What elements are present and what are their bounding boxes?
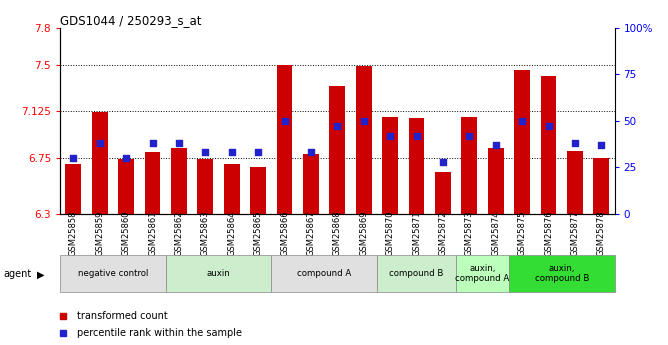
Text: GSM25875: GSM25875 [518, 210, 526, 256]
Bar [593, 158, 609, 214]
Point [359, 118, 369, 124]
Point [490, 142, 501, 148]
Bar [509, 255, 615, 292]
Text: agent: agent [3, 269, 31, 279]
Bar [171, 148, 187, 214]
Bar [377, 255, 456, 292]
Bar [60, 255, 166, 292]
Text: GSM25865: GSM25865 [254, 210, 263, 256]
Bar [118, 159, 134, 214]
Point [174, 140, 184, 146]
Text: GSM25864: GSM25864 [227, 210, 236, 256]
Point [517, 118, 528, 124]
Point [94, 140, 105, 146]
Point [543, 124, 554, 129]
Bar [409, 118, 424, 214]
Bar [92, 112, 108, 214]
Text: GDS1044 / 250293_s_at: GDS1044 / 250293_s_at [60, 14, 202, 27]
Point [385, 133, 395, 138]
Text: GSM25877: GSM25877 [570, 210, 579, 256]
Point [438, 159, 448, 165]
Text: GSM25868: GSM25868 [333, 210, 342, 256]
Point [464, 133, 475, 138]
Bar [540, 76, 556, 214]
Text: GSM25867: GSM25867 [307, 210, 315, 256]
Point [226, 150, 237, 155]
Text: GSM25873: GSM25873 [465, 210, 474, 256]
Text: negative control: negative control [77, 269, 148, 278]
Text: compound A: compound A [297, 269, 351, 278]
Point [147, 140, 158, 146]
Bar [567, 150, 583, 214]
Point [332, 124, 343, 129]
Text: auxin: auxin [206, 269, 230, 278]
Text: ▶: ▶ [37, 269, 44, 279]
Bar [224, 164, 240, 214]
Text: GSM25869: GSM25869 [359, 210, 368, 256]
Text: GSM25871: GSM25871 [412, 210, 421, 256]
Point [305, 150, 316, 155]
Bar [65, 164, 81, 214]
Bar [514, 70, 530, 214]
Bar [166, 255, 271, 292]
Text: GSM25878: GSM25878 [597, 210, 606, 256]
Text: GSM25862: GSM25862 [174, 210, 184, 256]
Bar [250, 167, 266, 214]
Text: GSM25859: GSM25859 [96, 210, 104, 256]
Text: auxin,
compound A: auxin, compound A [456, 264, 510, 283]
Text: GSM25861: GSM25861 [148, 210, 157, 256]
Point [68, 155, 79, 161]
Point [279, 118, 290, 124]
Bar [435, 172, 451, 214]
Bar [462, 117, 477, 214]
Text: transformed count: transformed count [77, 311, 168, 321]
Bar [456, 255, 509, 292]
Point [596, 142, 607, 148]
Bar [303, 154, 319, 214]
Text: compound B: compound B [389, 269, 444, 278]
Bar [144, 152, 160, 214]
Bar [329, 86, 345, 214]
Bar [198, 159, 213, 214]
Bar [277, 65, 293, 214]
Text: GSM25866: GSM25866 [280, 210, 289, 256]
Bar [488, 148, 504, 214]
Text: percentile rank within the sample: percentile rank within the sample [77, 328, 242, 338]
Point [253, 150, 263, 155]
Text: GSM25863: GSM25863 [201, 210, 210, 256]
Bar [271, 255, 377, 292]
Text: GSM25874: GSM25874 [491, 210, 500, 256]
Text: GSM25860: GSM25860 [122, 210, 131, 256]
Text: GSM25870: GSM25870 [385, 210, 395, 256]
Text: GSM25858: GSM25858 [69, 210, 77, 256]
Text: auxin,
compound B: auxin, compound B [534, 264, 589, 283]
Point [411, 133, 422, 138]
Point [200, 150, 210, 155]
Text: GSM25876: GSM25876 [544, 210, 553, 256]
Text: GSM25872: GSM25872 [438, 210, 448, 256]
Bar [356, 66, 371, 214]
Point [570, 140, 580, 146]
Bar [382, 117, 398, 214]
Point [121, 155, 132, 161]
